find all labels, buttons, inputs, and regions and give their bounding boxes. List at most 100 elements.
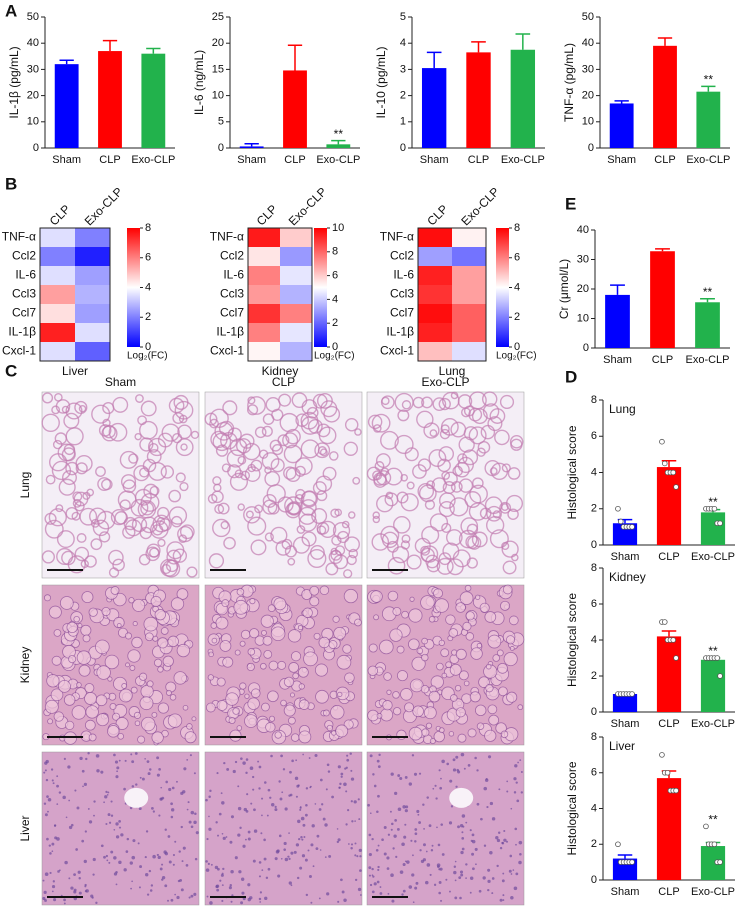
tissue-texture bbox=[139, 696, 154, 711]
tissue-texture bbox=[167, 835, 171, 838]
tissue-texture bbox=[418, 484, 437, 503]
tissue-texture bbox=[210, 863, 213, 866]
bar bbox=[54, 64, 79, 148]
tissue-texture bbox=[399, 870, 404, 874]
tissue-texture bbox=[93, 800, 96, 803]
tissue-texture bbox=[208, 827, 212, 831]
tissue-texture bbox=[170, 515, 183, 528]
tissue-texture bbox=[47, 810, 49, 813]
y-tick-label: 6 bbox=[591, 767, 597, 779]
error-bar bbox=[59, 59, 74, 65]
tissue-texture bbox=[437, 843, 441, 847]
tissue-texture bbox=[41, 392, 54, 404]
tissue-texture bbox=[371, 837, 374, 841]
tissue-texture bbox=[402, 805, 406, 809]
heatmap-cell bbox=[248, 247, 280, 266]
error-bar bbox=[701, 85, 716, 92]
tissue-texture bbox=[96, 665, 111, 680]
tissue-texture bbox=[449, 890, 451, 893]
tissue-texture bbox=[316, 522, 330, 535]
tissue-texture bbox=[420, 547, 435, 563]
tissue-texture bbox=[433, 588, 443, 599]
tissue-texture bbox=[59, 596, 74, 610]
tissue-texture bbox=[288, 857, 291, 860]
tissue-texture bbox=[345, 823, 348, 826]
tissue-texture bbox=[429, 873, 432, 876]
tissue-texture bbox=[382, 700, 393, 711]
tissue-texture bbox=[354, 618, 362, 627]
row-label: Ccl7 bbox=[390, 306, 414, 320]
tissue-texture bbox=[141, 777, 145, 781]
data-point bbox=[717, 673, 723, 679]
tissue-texture bbox=[91, 896, 94, 899]
tissue-texture bbox=[350, 769, 353, 772]
tissue-texture bbox=[84, 889, 88, 893]
colorbar-tick-label: 0 bbox=[145, 341, 151, 353]
tissue-texture bbox=[250, 459, 263, 472]
tissue-texture bbox=[247, 396, 256, 405]
vessel bbox=[124, 787, 149, 808]
tissue-texture bbox=[319, 585, 330, 596]
tissue-texture bbox=[318, 897, 321, 900]
tissue-texture bbox=[167, 899, 170, 902]
tissue-texture bbox=[517, 761, 519, 764]
tissue-texture bbox=[113, 856, 117, 860]
colorbar bbox=[314, 228, 327, 347]
tissue-texture bbox=[174, 893, 176, 896]
colorbar bbox=[127, 228, 140, 347]
tissue-texture bbox=[229, 729, 242, 742]
significance: ** bbox=[708, 495, 718, 509]
heatmap-title: Liver bbox=[62, 364, 88, 378]
tissue-texture bbox=[167, 713, 183, 728]
y-tick-label: 8 bbox=[591, 562, 597, 574]
row-label: IL-6 bbox=[223, 268, 244, 282]
tissue-texture bbox=[457, 733, 467, 743]
tissue-texture bbox=[485, 684, 494, 693]
tissue-texture bbox=[506, 790, 509, 793]
tissue-texture bbox=[120, 474, 137, 490]
tissue-texture bbox=[408, 885, 413, 889]
tissue-texture bbox=[149, 889, 153, 892]
tissue-texture bbox=[44, 519, 64, 539]
tissue-texture bbox=[475, 594, 481, 600]
heatmap-cell bbox=[40, 247, 75, 266]
error-bar bbox=[614, 100, 629, 104]
tissue-texture bbox=[283, 676, 295, 688]
tissue-texture bbox=[247, 830, 251, 834]
tissue-texture bbox=[268, 660, 279, 671]
tissue-texture bbox=[58, 679, 71, 693]
tissue-texture bbox=[505, 494, 524, 512]
heatmap-cell bbox=[75, 266, 110, 285]
bar bbox=[141, 53, 166, 148]
heatmap-cell bbox=[40, 342, 75, 361]
tissue-texture bbox=[260, 614, 274, 628]
tissue-texture bbox=[70, 886, 74, 890]
scale-bar bbox=[372, 736, 408, 738]
tissue-texture bbox=[115, 775, 119, 779]
tissue-texture bbox=[56, 784, 59, 788]
row-label: Ccl7 bbox=[220, 306, 244, 320]
tissue-texture bbox=[314, 663, 328, 677]
colorbar-tick-label: 6 bbox=[514, 252, 520, 264]
tissue-texture bbox=[489, 801, 494, 806]
tissue-texture bbox=[443, 471, 458, 487]
tissue-texture bbox=[454, 684, 462, 692]
tissue-texture bbox=[326, 892, 330, 896]
tissue-texture bbox=[334, 508, 343, 517]
bar bbox=[98, 51, 122, 149]
tissue-texture bbox=[258, 875, 262, 878]
tissue-texture bbox=[277, 660, 287, 670]
tissue-texture bbox=[134, 752, 138, 755]
tissue-texture bbox=[108, 549, 124, 566]
tissue-texture bbox=[219, 879, 222, 882]
tissue-texture bbox=[261, 702, 270, 712]
tissue-texture bbox=[322, 817, 326, 821]
y-tick-label: 0 bbox=[33, 142, 39, 154]
tissue-texture bbox=[144, 632, 154, 642]
tissue-texture bbox=[81, 591, 94, 604]
data-point bbox=[615, 505, 621, 512]
tissue-texture bbox=[450, 694, 458, 702]
tissue-texture bbox=[380, 708, 394, 722]
tissue-texture bbox=[315, 847, 319, 851]
tissue-texture bbox=[373, 472, 387, 486]
